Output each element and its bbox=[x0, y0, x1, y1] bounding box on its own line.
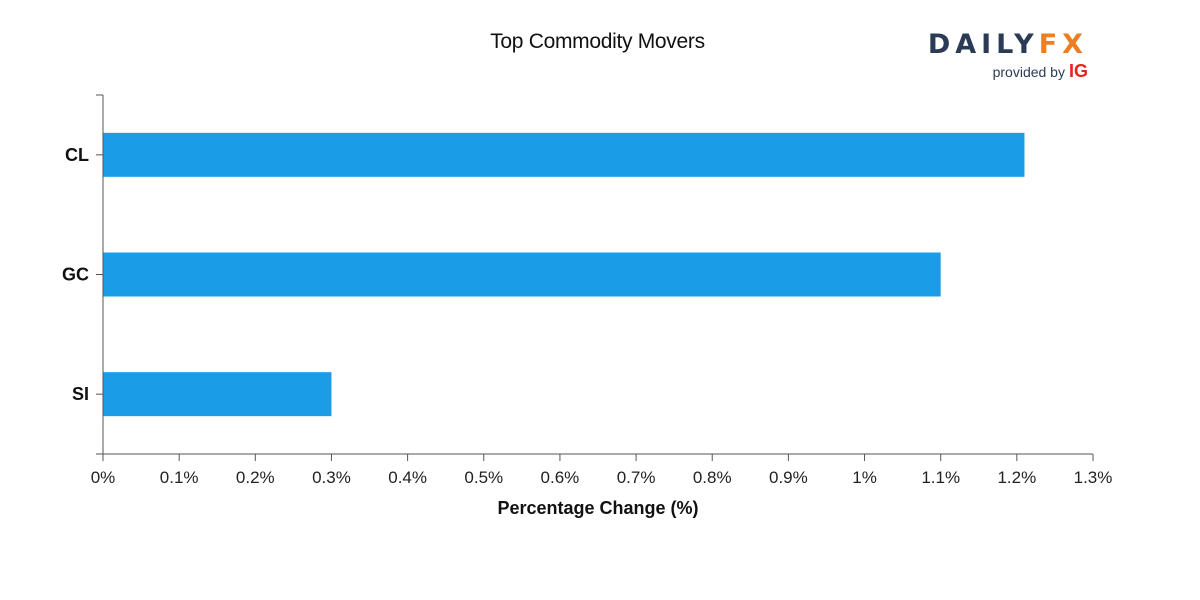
x-tick-label: 1.2% bbox=[997, 468, 1036, 487]
bar-cl bbox=[103, 132, 1025, 177]
x-axis-title: Percentage Change (%) bbox=[497, 498, 698, 518]
x-tick-label: 0.7% bbox=[617, 468, 656, 487]
x-tick-label: 0.4% bbox=[388, 468, 427, 487]
y-tick-label: GC bbox=[62, 265, 89, 285]
logo-fx-text: FX bbox=[1038, 29, 1088, 60]
chart-title: Top Commodity Movers bbox=[490, 30, 705, 53]
bars-group bbox=[103, 132, 1025, 417]
x-tick-label: 0.2% bbox=[236, 468, 275, 487]
x-tick-label: 1.3% bbox=[1074, 468, 1113, 487]
x-tick-label: 0.6% bbox=[541, 468, 580, 487]
x-tick-label: 0.5% bbox=[464, 468, 503, 487]
logo-provided-by: provided by IG bbox=[928, 62, 1088, 81]
x-axis: 0% 0.1% 0.2% 0.3% 0.4% 0.5% 0.6% 0.7% 0.8% 0.9% 1%… bbox=[91, 453, 1113, 487]
logo-wordmark: DAILYFX bbox=[928, 30, 1088, 60]
x-tick-label: 0% bbox=[91, 468, 116, 487]
x-tick-label: 0.8% bbox=[693, 468, 732, 487]
bar-gc bbox=[103, 252, 941, 297]
ig-logo-text: IG bbox=[1068, 61, 1088, 81]
bar-si bbox=[103, 372, 332, 417]
dailyfx-logo: DAILYFX provided by IG bbox=[928, 30, 1088, 81]
y-tick-label: CL bbox=[65, 145, 89, 165]
x-tick-label: 0.3% bbox=[312, 468, 351, 487]
provided-by-text: provided by bbox=[992, 64, 1065, 80]
x-tick-label: 1% bbox=[852, 468, 877, 487]
y-tick-label: SI bbox=[72, 384, 89, 404]
x-tick-label: 0.9% bbox=[769, 468, 808, 487]
y-axis: CL GC SI bbox=[62, 94, 104, 454]
x-tick-label: 1.1% bbox=[921, 468, 960, 487]
logo-daily-text: DAILY bbox=[927, 29, 1039, 60]
x-tick-label: 0.1% bbox=[160, 468, 199, 487]
